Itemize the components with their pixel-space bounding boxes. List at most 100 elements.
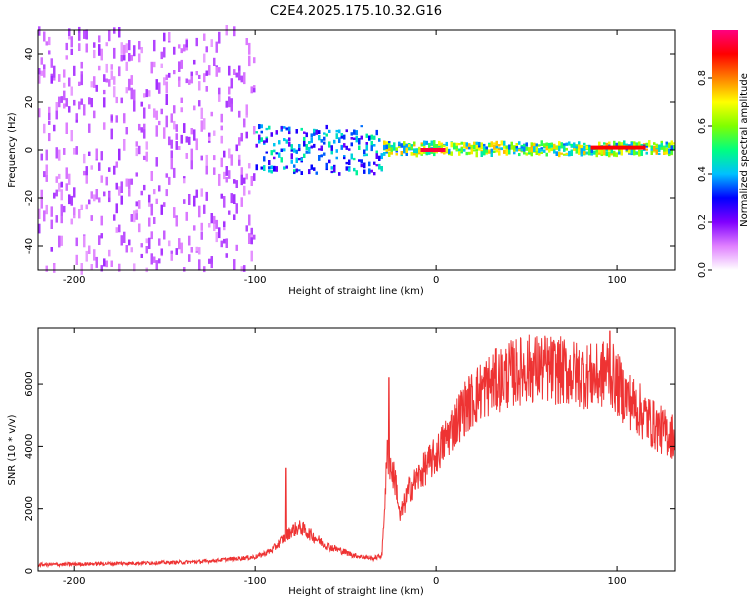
heatmap-cell	[213, 57, 216, 66]
heatmap-cell	[370, 145, 373, 152]
heatmap-cell	[508, 152, 511, 155]
heatmap-cell	[175, 124, 178, 132]
heatmap-cell	[665, 147, 668, 152]
heatmap-cell	[350, 137, 353, 140]
heatmap-cell	[595, 145, 598, 150]
heatmap-cell	[58, 173, 61, 179]
heatmap-cell	[155, 157, 158, 167]
heatmap-cell	[270, 165, 273, 170]
heatmap-cell	[283, 166, 286, 170]
heatmap-cell	[75, 254, 78, 265]
heatmap-cell	[238, 159, 241, 166]
heatmap-cell	[203, 33, 206, 41]
heatmap-cell	[148, 194, 151, 203]
heatmap-cell	[258, 137, 261, 144]
heatmap-cell	[360, 159, 363, 164]
heatmap-cell	[413, 144, 416, 147]
heatmap-cell	[603, 142, 606, 145]
heatmap-cell	[235, 72, 238, 78]
heatmap-cell	[523, 144, 526, 149]
heatmap-cell	[428, 142, 431, 147]
heatmap-cell	[323, 136, 326, 141]
heatmap-cell	[475, 148, 478, 152]
heatmap-cell	[458, 143, 461, 146]
heatmap-cell	[503, 149, 506, 154]
heatmap-cell	[535, 143, 538, 149]
heatmap-cell	[535, 146, 538, 151]
heatmap-cell	[518, 149, 521, 152]
heatmap-cell	[670, 140, 673, 146]
heatmap-cell	[313, 128, 316, 133]
heatmap-cell	[663, 147, 666, 153]
snr-y-ticks: 0 2000 4000 6000	[24, 371, 675, 574]
heatmap-cell	[510, 145, 513, 150]
heatmap-cell	[455, 148, 458, 151]
heatmap-cell	[423, 143, 426, 149]
heatmap-cell	[100, 215, 103, 226]
heatmap-cell	[170, 158, 173, 170]
heatmap-cell	[53, 192, 56, 199]
heatmap-cell	[213, 219, 216, 231]
heatmap-cell	[90, 264, 93, 270]
heatmap-cell	[215, 66, 218, 77]
heatmap-cell	[93, 249, 96, 261]
snr-series-line	[37, 330, 676, 569]
heatmap-cell	[155, 260, 158, 271]
heatmap-cell	[213, 130, 216, 136]
heatmap-cell	[228, 65, 231, 76]
heatmap-cell	[103, 258, 106, 267]
heatmap-cell	[393, 146, 396, 151]
heatmap-cell	[250, 237, 253, 245]
heatmap-cell	[355, 170, 358, 176]
y-tick-label: -40	[24, 238, 35, 254]
heatmap-cell	[365, 133, 368, 138]
heatmap-cell	[663, 145, 666, 148]
heatmap-cell	[475, 151, 478, 158]
heatmap-cell	[330, 145, 333, 151]
heatmap-cell	[443, 148, 446, 152]
heatmap-cell	[180, 97, 183, 103]
heatmap-cell	[95, 189, 98, 200]
heatmap-cell	[158, 120, 161, 126]
heatmap-cell	[195, 189, 198, 198]
heatmap-cell	[370, 140, 373, 146]
heatmap-cell	[548, 148, 551, 153]
heatmap-cell	[620, 142, 623, 147]
heatmap-cell	[183, 123, 186, 133]
heatmap-cell	[245, 131, 248, 139]
heatmap-cell	[613, 145, 616, 150]
heatmap-cell	[115, 182, 118, 190]
heatmap-cell	[50, 219, 53, 229]
heatmap-cell	[313, 143, 316, 148]
heatmap-cell	[293, 148, 296, 153]
heatmap-cell	[65, 167, 68, 179]
heatmap-cell	[558, 141, 561, 146]
heatmap-cell	[120, 42, 123, 54]
heatmap-cell	[318, 148, 321, 151]
heatmap-cell	[138, 41, 141, 50]
heatmap-cell	[470, 148, 473, 155]
heatmap-cell	[88, 245, 91, 251]
heatmap-cell	[178, 80, 181, 87]
heatmap-cell	[570, 150, 573, 156]
heatmap-cell	[88, 247, 91, 254]
heatmap-cell	[70, 195, 73, 206]
heatmap-cell	[225, 100, 228, 108]
heatmap-cell	[105, 260, 108, 268]
heatmap-cell	[638, 150, 641, 157]
heatmap-cell	[305, 132, 308, 138]
heatmap-cell	[670, 144, 673, 151]
heatmap-cell	[183, 199, 186, 204]
heatmap-cell	[345, 129, 348, 133]
heatmap-cell	[120, 54, 123, 62]
heatmap-cell	[530, 151, 533, 157]
heatmap-cell	[353, 157, 356, 161]
heatmap-cell	[190, 71, 193, 80]
heatmap-cell	[608, 148, 611, 152]
heatmap-cell	[330, 149, 333, 155]
heatmap-cell	[205, 46, 208, 53]
heatmap-cell	[253, 173, 256, 181]
heatmap-cell	[120, 181, 123, 193]
heatmap-cell	[203, 118, 206, 130]
heatmap-cell	[108, 30, 111, 42]
